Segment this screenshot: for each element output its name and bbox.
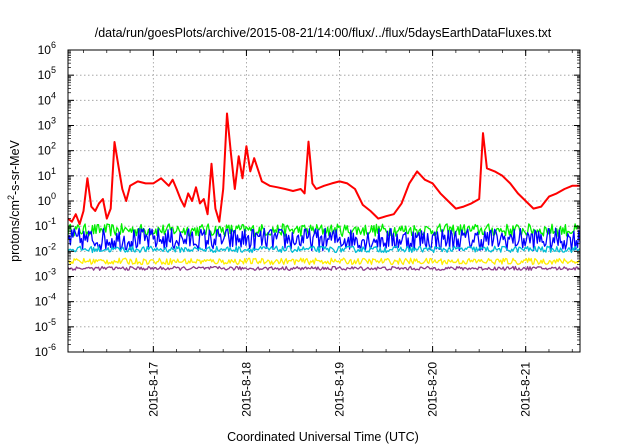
y-tick-label: 100	[38, 191, 56, 208]
y-tick-label: 10-5	[35, 317, 56, 334]
y-tick-label: 106	[38, 40, 56, 57]
y-tick-base: 10	[35, 320, 49, 334]
y-tick-exp: -6	[48, 342, 56, 352]
series-line-5	[67, 257, 581, 266]
x-tick-label: 2015-8-19	[333, 362, 347, 417]
x-tick-label: 2015-8-21	[519, 362, 533, 417]
y-tick-exp: 6	[51, 40, 56, 50]
y-axis-label-sup: 2	[6, 195, 16, 200]
series-line-3	[67, 227, 581, 252]
grid	[68, 50, 580, 352]
y-tick-base: 10	[38, 119, 52, 133]
y-tick-exp: 0	[51, 191, 56, 201]
y-tick-exp: -3	[48, 267, 56, 277]
y-tick-label: 10-4	[35, 292, 56, 309]
y-tick-exp: 5	[51, 65, 56, 75]
x-tick-label: 2015-8-18	[239, 362, 253, 417]
y-tick-exp: 1	[51, 166, 56, 176]
y-axis-label-prefix: protons/cm	[8, 200, 22, 262]
y-axis-label: protons/cm2-s-sr-MeV	[6, 139, 22, 261]
series-group	[67, 112, 581, 271]
y-tick-base: 10	[35, 244, 49, 258]
y-tick-base: 10	[35, 219, 49, 233]
y-tick-exp: -4	[48, 292, 56, 302]
x-tick-label: 2015-8-20	[426, 362, 440, 417]
x-tick-label: 2015-8-17	[146, 362, 160, 417]
y-tick-label: 10-3	[35, 267, 56, 284]
y-tick-exp: 3	[51, 116, 56, 126]
y-tick-label: 105	[38, 65, 56, 82]
y-tick-exp: -1	[48, 216, 56, 226]
y-axis-label-suffix: -s-sr-MeV	[8, 139, 22, 195]
y-tick-label: 102	[38, 141, 56, 158]
y-tick-label: 10-1	[35, 216, 56, 233]
y-tick-base: 10	[35, 295, 49, 309]
y-tick-label: 101	[38, 166, 56, 183]
y-tick-base: 10	[38, 93, 52, 107]
x-axis: 2015-8-17 2015-8-18 2015-8-19 2015-8-20 2015…	[83, 50, 573, 417]
y-tick-exp: 2	[51, 141, 56, 151]
y-tick-exp: 4	[51, 90, 56, 100]
y-tick-base: 10	[38, 194, 52, 208]
y-tick-label: 10-2	[35, 241, 56, 258]
y-tick-base: 10	[35, 345, 49, 359]
x-axis-label: Coordinated Universal Time (UTC)	[227, 430, 419, 444]
series-line-1	[67, 112, 580, 226]
series-line-6	[67, 265, 581, 271]
chart-title: /data/run/goesPlots/archive/2015-08-21/1…	[95, 26, 552, 40]
y-tick-base: 10	[38, 144, 52, 158]
y-tick-base: 10	[38, 43, 52, 57]
series-line-4	[67, 245, 581, 254]
y-tick-exp: -5	[48, 317, 56, 327]
y-tick-label: 103	[38, 116, 56, 133]
y-tick-base: 10	[38, 68, 52, 82]
y-tick-base: 10	[38, 169, 52, 183]
y-tick-base: 10	[35, 270, 49, 284]
y-tick-label: 10-6	[35, 342, 56, 359]
y-tick-label: 104	[38, 90, 56, 107]
y-tick-exp: -2	[48, 241, 56, 251]
y-axis: 10-610-510-410-310-210-11001011021031041…	[35, 40, 580, 359]
